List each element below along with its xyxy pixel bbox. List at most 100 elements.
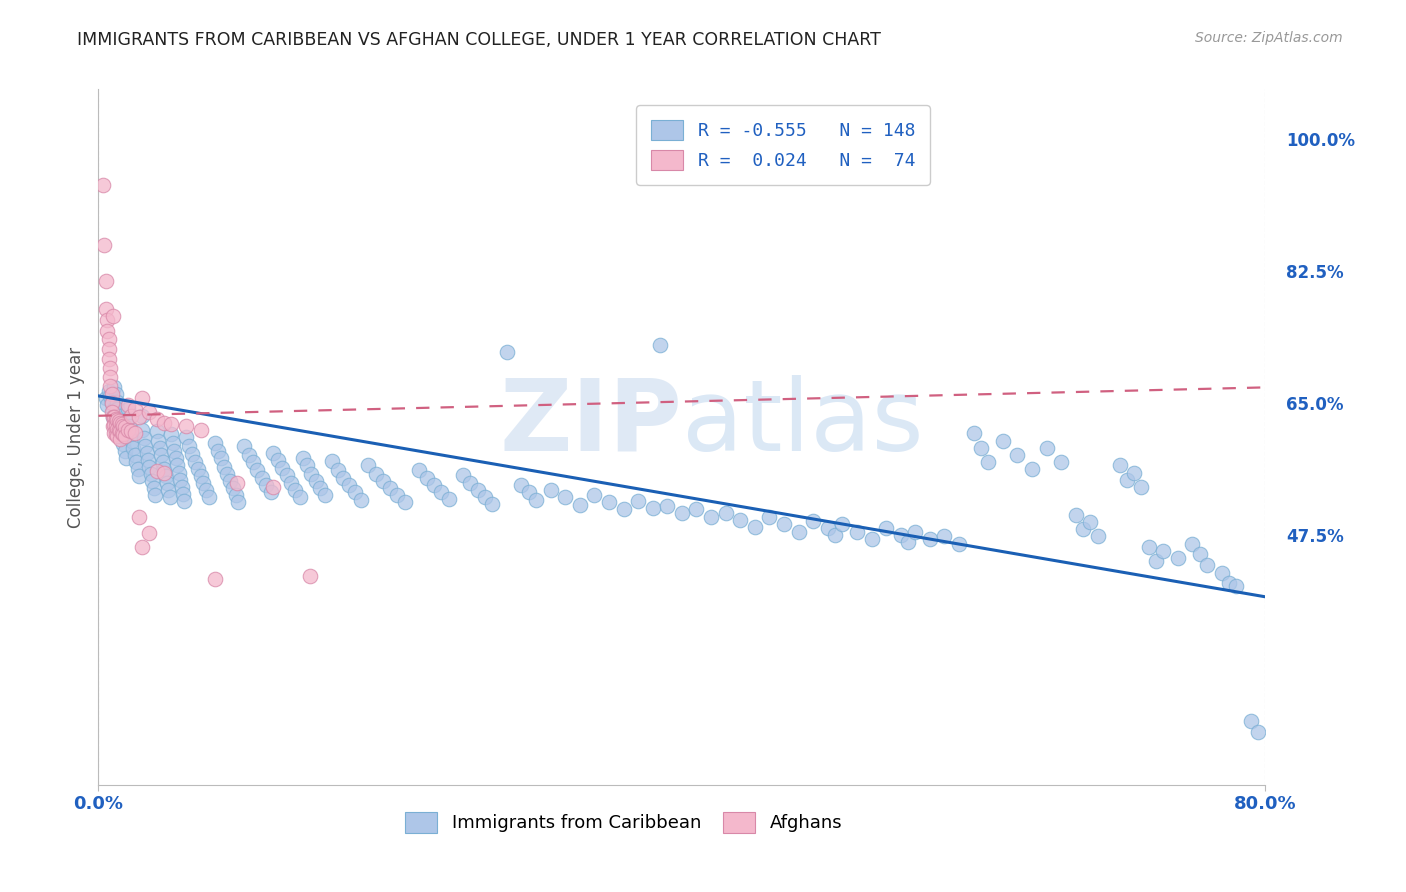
Point	[172, 487, 194, 501]
Point	[153, 466, 176, 480]
Point	[460, 475, 482, 490]
Point	[112, 427, 135, 442]
Point	[408, 463, 430, 477]
Point	[641, 501, 664, 516]
Text: Source: ZipAtlas.com: Source: ZipAtlas.com	[1195, 31, 1343, 45]
Point	[117, 401, 139, 416]
Point	[1188, 547, 1211, 561]
Point	[103, 410, 125, 425]
Point	[1167, 550, 1189, 565]
Point	[262, 446, 284, 460]
Point	[801, 514, 824, 528]
Point	[730, 513, 752, 527]
Point	[117, 423, 139, 437]
Point	[817, 521, 839, 535]
Point	[104, 387, 127, 401]
Point	[122, 441, 145, 455]
Point	[167, 466, 190, 480]
Point	[103, 425, 125, 440]
Point	[135, 446, 157, 460]
Point	[212, 459, 235, 474]
Point	[138, 525, 160, 540]
Point	[183, 455, 205, 469]
Text: 47.5%: 47.5%	[1286, 528, 1344, 546]
Point	[226, 476, 249, 491]
Point	[496, 344, 519, 359]
Point	[238, 448, 260, 462]
Point	[120, 426, 142, 441]
Point	[100, 396, 122, 410]
Text: ZIP: ZIP	[499, 375, 682, 472]
Point	[1021, 462, 1043, 476]
Point	[246, 463, 269, 477]
Point	[180, 447, 202, 461]
Point	[101, 403, 124, 417]
Text: atlas: atlas	[682, 375, 924, 472]
Point	[157, 483, 180, 498]
Point	[598, 495, 620, 509]
Point	[108, 423, 131, 437]
Point	[94, 302, 117, 317]
Point	[170, 480, 193, 494]
Point	[134, 439, 156, 453]
Point	[271, 460, 294, 475]
Point	[221, 481, 243, 495]
Point	[100, 387, 122, 401]
Point	[120, 409, 142, 423]
Point	[288, 490, 311, 504]
Point	[524, 492, 547, 507]
Point	[96, 398, 118, 412]
Point	[451, 468, 474, 483]
Point	[112, 437, 135, 451]
Point	[685, 502, 707, 516]
Point	[254, 477, 277, 491]
Point	[1240, 714, 1263, 728]
Point	[627, 494, 650, 508]
Point	[371, 474, 394, 488]
Point	[773, 517, 796, 532]
Point	[948, 536, 970, 550]
Point	[143, 488, 166, 502]
Point	[110, 416, 132, 430]
Point	[104, 427, 127, 442]
Point	[105, 394, 128, 409]
Point	[124, 425, 146, 440]
Point	[98, 379, 121, 393]
Point	[110, 423, 132, 437]
Point	[101, 410, 124, 425]
Text: 100.0%: 100.0%	[1286, 132, 1355, 150]
Point	[153, 416, 176, 430]
Point	[111, 417, 134, 432]
Point	[890, 528, 912, 542]
Point	[648, 338, 671, 352]
Point	[415, 470, 437, 484]
Point	[139, 467, 162, 481]
Point	[309, 481, 332, 495]
Point	[1087, 529, 1109, 543]
Point	[233, 439, 256, 453]
Point	[131, 391, 153, 405]
Point	[190, 423, 212, 437]
Point	[124, 401, 146, 416]
Point	[97, 342, 120, 356]
Point	[321, 454, 343, 468]
Point	[195, 483, 218, 498]
Point	[1247, 724, 1270, 739]
Point	[1115, 473, 1137, 487]
Point	[125, 455, 148, 469]
Point	[98, 360, 121, 375]
Point	[209, 451, 232, 466]
Point	[136, 452, 159, 467]
Point	[568, 498, 591, 512]
Point	[117, 398, 139, 412]
Point	[146, 464, 169, 478]
Point	[276, 468, 298, 483]
Point	[128, 509, 150, 524]
Point	[1144, 554, 1167, 568]
Point	[128, 469, 150, 483]
Point	[174, 430, 197, 444]
Point	[1050, 455, 1073, 469]
Point	[100, 404, 122, 418]
Point	[510, 478, 533, 492]
Point	[155, 469, 177, 483]
